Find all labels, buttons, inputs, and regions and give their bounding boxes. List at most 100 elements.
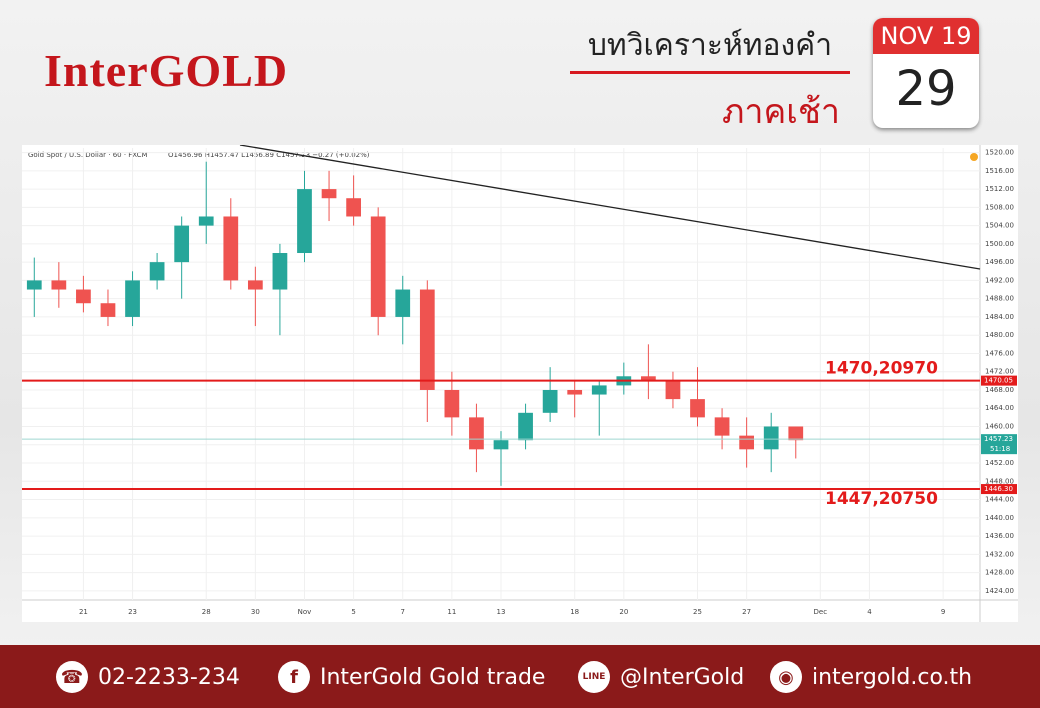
x-tick-label: 25 — [693, 608, 702, 616]
y-tick-label: 1512.00 — [985, 185, 1014, 193]
x-tick-label: 9 — [941, 608, 945, 616]
x-tick-label: 23 — [128, 608, 137, 616]
candle-body — [51, 280, 67, 290]
web: ◉ intergold.co.th — [770, 661, 972, 693]
candle-body — [763, 426, 779, 450]
x-tick-label: 18 — [570, 608, 579, 616]
y-tick-label: 1504.00 — [985, 222, 1014, 230]
candle-body — [198, 216, 214, 226]
level-note: 1470,20970 — [825, 359, 938, 379]
y-tick-label: 1492.00 — [985, 276, 1014, 284]
y-tick-label: 1448.00 — [985, 477, 1014, 485]
alert-icon — [970, 153, 978, 161]
ohlc-text: O1456.96 H1457.47 L1456.89 C1457.23 −0.2… — [168, 151, 370, 159]
candle-body — [26, 280, 42, 290]
calendar: NOV 19 29 — [873, 18, 979, 128]
candle-body — [125, 280, 140, 317]
y-tick-label: 1520.00 — [985, 149, 1014, 157]
x-tick-label: 27 — [742, 608, 751, 616]
candle-body — [223, 216, 239, 281]
candle-body — [469, 417, 484, 450]
x-tick-label: 7 — [401, 608, 405, 616]
chart-header: Gold Spot / U.S. Dollar · 60 · FXCM — [28, 151, 148, 159]
chart: Gold Spot / U.S. Dollar · 60 · FXCM O145… — [22, 145, 1018, 622]
chart-bg — [22, 145, 1018, 622]
candle-body — [591, 385, 607, 395]
last-price-tag — [981, 434, 1017, 455]
candle-body — [247, 280, 263, 290]
candle-body — [641, 376, 656, 381]
y-tick-label: 1480.00 — [985, 331, 1014, 339]
x-tick-label: 28 — [202, 608, 211, 616]
candle-body — [493, 440, 509, 450]
title: บทวิเคราะห์ทองคำ — [570, 22, 850, 74]
candle-body — [149, 262, 165, 281]
y-tick-label: 1428.00 — [985, 569, 1014, 577]
candle-body — [788, 426, 804, 441]
candle-body — [346, 198, 361, 217]
line-icon: LINE — [578, 661, 610, 693]
x-tick-label: 20 — [619, 608, 628, 616]
phone: ☎ 02-2233-234 — [56, 661, 240, 693]
x-tick-label: 11 — [447, 608, 456, 616]
x-tick-label: 21 — [79, 608, 88, 616]
x-tick-label: Nov — [298, 608, 312, 616]
candle-body — [100, 303, 116, 317]
web-text: intergold.co.th — [812, 664, 973, 690]
level-note: 1447,20750 — [825, 489, 938, 509]
candle-body — [297, 189, 312, 254]
y-tick-label: 1516.00 — [985, 167, 1014, 175]
x-tick-label: 30 — [251, 608, 260, 616]
y-tick-label: 1460.00 — [985, 423, 1014, 431]
y-tick-label: 1432.00 — [985, 550, 1014, 558]
candle-body — [739, 435, 755, 450]
candle-body — [370, 216, 386, 317]
web-icon: ◉ — [770, 661, 802, 693]
y-tick-label: 1488.00 — [985, 295, 1014, 303]
y-tick-label: 1440.00 — [985, 514, 1014, 522]
x-tick-label: 4 — [867, 608, 872, 616]
y-tick-label: 1424.00 — [985, 587, 1014, 595]
y-tick-label: 1464.00 — [985, 404, 1014, 412]
month: NOV 19 — [873, 18, 979, 54]
candle-body — [321, 189, 337, 199]
y-tick-label: 1468.00 — [985, 386, 1014, 394]
facebook-icon: f — [278, 661, 310, 693]
y-tick-label: 1484.00 — [985, 313, 1014, 321]
countdown: 51:18 — [990, 445, 1010, 453]
logo: InterGOLD — [44, 45, 289, 96]
y-tick-label: 1496.00 — [985, 258, 1014, 266]
y-tick-label: 1476.00 — [985, 349, 1014, 357]
facebook: f InterGold Gold trade — [278, 661, 545, 693]
candle-body — [542, 389, 558, 413]
level-tag-label: 1446.30 — [984, 485, 1013, 493]
y-tick-label: 1508.00 — [985, 203, 1014, 211]
candle-body — [272, 253, 288, 290]
footer: ☎ 02-2233-234 f InterGold Gold trade LINE @… — [0, 645, 1040, 708]
line: LINE @InterGold — [578, 661, 744, 693]
subtitle: ภาคเช้า — [721, 92, 840, 132]
last-price-label: 1457.23 — [984, 435, 1013, 443]
phone-icon: ☎ — [56, 661, 88, 693]
candle-body — [518, 412, 533, 441]
x-tick-label: 5 — [351, 608, 355, 616]
candle-body — [714, 417, 730, 436]
y-tick-label: 1500.00 — [985, 240, 1014, 248]
candle-body — [419, 289, 435, 390]
y-tick-label: 1444.00 — [985, 496, 1014, 504]
y-tick-label: 1472.00 — [985, 368, 1014, 376]
candle-body — [395, 289, 411, 317]
day: 29 — [895, 61, 957, 117]
candle-body — [567, 389, 583, 395]
facebook-text: InterGold Gold trade — [320, 664, 546, 690]
x-tick-label: Dec — [814, 608, 828, 616]
line-text: @InterGold — [620, 664, 745, 690]
y-tick-label: 1436.00 — [985, 532, 1014, 540]
y-tick-label: 1452.00 — [985, 459, 1014, 467]
candle-body — [76, 289, 91, 304]
candle-body — [444, 389, 460, 418]
trendline — [239, 145, 981, 270]
level-tag — [981, 375, 1017, 386]
candle-body — [665, 380, 681, 400]
